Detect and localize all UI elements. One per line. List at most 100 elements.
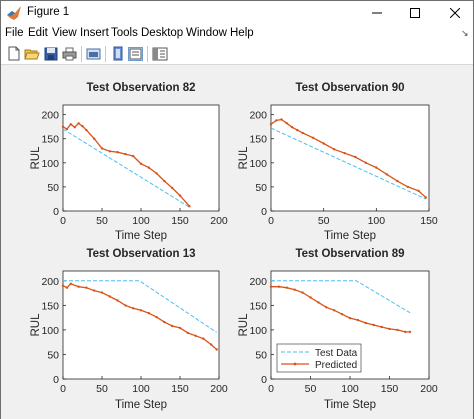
menu-tools[interactable]: Tools <box>111 27 138 39</box>
subplot-title: Test Observation 89 <box>295 248 404 260</box>
x-tick-label: 0 <box>60 383 66 395</box>
x-tick-label: 50 <box>96 383 108 395</box>
series-predicted-point <box>155 315 158 319</box>
y-tick-label: 200 <box>249 276 267 288</box>
insert-legend-button[interactable] <box>127 45 144 62</box>
toolbar-separator <box>105 46 106 62</box>
series-group <box>61 280 218 351</box>
y-tick-label: 100 <box>41 158 59 170</box>
y-tick-label: 100 <box>41 325 59 337</box>
link-plot-button[interactable] <box>85 45 102 62</box>
property-inspector-button[interactable] <box>151 45 168 62</box>
series-predicted-point <box>293 288 296 291</box>
series-predicted-point <box>325 306 328 309</box>
y-tick-label: 150 <box>249 134 267 146</box>
y-tick-label: 100 <box>249 325 267 337</box>
y-tick-label: 50 <box>47 349 59 361</box>
plots-canvas[interactable]: Test Observation 82 Time Step RUL 0 50 100… <box>1 65 473 419</box>
figure-canvas[interactable]: Test Observation 82 Time Step RUL 0 50 100… <box>1 65 473 419</box>
window-title: Figure 1 <box>27 6 70 18</box>
x-tick-label: 100 <box>368 215 386 227</box>
menu-file[interactable]: File <box>5 27 24 39</box>
x-axis-label: Time Step <box>324 230 376 242</box>
series-predicted-point <box>354 155 357 159</box>
series-predicted-point <box>147 166 150 169</box>
maximize-button[interactable] <box>397 1 433 25</box>
series-predicted-point <box>301 291 304 294</box>
close-button[interactable] <box>437 1 473 25</box>
series-group <box>269 118 427 200</box>
axes-box <box>62 104 220 212</box>
menu-help[interactable]: Help <box>230 27 254 39</box>
series-predicted-point <box>124 152 127 156</box>
open-file-icon <box>23 49 40 59</box>
series-predicted-point <box>333 148 336 151</box>
series-group <box>269 280 412 334</box>
link-plot-icon <box>86 48 101 59</box>
subplot-obs-90[interactable]: Test Observation 90 Time Step RUL 0 50 100… <box>238 82 438 242</box>
x-tick-label: 150 <box>381 383 399 395</box>
close-icon <box>450 8 460 18</box>
toolbar-separator <box>81 46 82 62</box>
series-predicted-point <box>396 179 399 183</box>
series-predicted-point <box>210 343 213 346</box>
series-predicted-point <box>178 326 182 330</box>
series-predicted-point <box>215 348 218 351</box>
new-figure-button[interactable] <box>5 45 22 62</box>
series-predicted-point <box>364 321 367 325</box>
legend-test-label: Test Data <box>315 348 358 359</box>
subplot-obs-89[interactable]: Test Observation 89 Time Step RUL 0 50 100… <box>238 248 438 411</box>
x-tick-label: 200 <box>420 383 438 395</box>
menu-edit[interactable]: Edit <box>28 27 48 39</box>
menu-overflow-arrow-icon[interactable]: ↘ <box>461 28 469 38</box>
series-predicted-point <box>186 331 189 335</box>
series-predicted-point <box>108 295 112 298</box>
series-predicted-point <box>93 137 96 140</box>
series-predicted-point <box>388 327 391 331</box>
menu-desktop[interactable]: Desktop <box>141 27 184 39</box>
x-tick-label: 150 <box>171 215 189 227</box>
insert-colorbar-button[interactable] <box>109 45 126 62</box>
menu-insert[interactable]: Insert <box>80 27 109 39</box>
series-predicted-point <box>85 128 88 132</box>
x-tick-label: 0 <box>268 383 274 395</box>
series-predicted-point <box>77 122 80 125</box>
save-button[interactable] <box>42 45 59 62</box>
menu-window[interactable]: Window <box>186 27 227 39</box>
series-predicted-point <box>333 309 336 312</box>
x-tick-label: 50 <box>305 383 317 395</box>
series-predicted-point <box>77 285 80 288</box>
series-predicted-point <box>132 154 135 158</box>
insert-colorbar-icon <box>113 46 122 61</box>
series-test-data-line <box>271 280 411 314</box>
open-file-button[interactable] <box>23 45 40 62</box>
legend-pred-label: Predicted <box>315 360 357 371</box>
minimize-button[interactable] <box>359 1 395 25</box>
series-predicted-point <box>364 161 367 164</box>
series-predicted-point <box>417 189 420 192</box>
figure-toolbar <box>1 43 473 65</box>
y-ticks: 0 50 100 150 200 <box>41 276 66 386</box>
x-tick-label: 0 <box>268 215 274 227</box>
y-ticks: 0 50 100 150 200 <box>249 110 274 218</box>
subplot-obs-13[interactable]: Test Observation 13 Time Step RUL 0 50 100… <box>30 248 228 411</box>
subplot-obs-82[interactable]: Test Observation 82 Time Step RUL 0 50 100… <box>30 82 228 242</box>
series-predicted-point <box>124 304 127 307</box>
series-predicted-point <box>81 125 84 128</box>
y-tick-label: 200 <box>41 276 59 288</box>
y-tick-label: 50 <box>255 182 267 194</box>
y-tick-label: 0 <box>261 206 267 218</box>
y-tick-label: 50 <box>255 349 267 361</box>
axes-box <box>270 104 430 212</box>
title-bar: Figure 1 <box>1 1 473 25</box>
series-predicted-point <box>385 173 389 176</box>
series-predicted-point <box>396 328 399 332</box>
menu-view[interactable]: View <box>52 27 77 39</box>
save-icon <box>44 47 57 60</box>
y-tick-label: 150 <box>41 134 59 146</box>
y-tick-label: 100 <box>249 158 267 170</box>
legend[interactable]: Test Data Predicted <box>276 343 362 373</box>
print-button[interactable] <box>61 45 78 62</box>
series-predicted-point <box>85 286 88 289</box>
series-predicted-point <box>188 205 191 208</box>
